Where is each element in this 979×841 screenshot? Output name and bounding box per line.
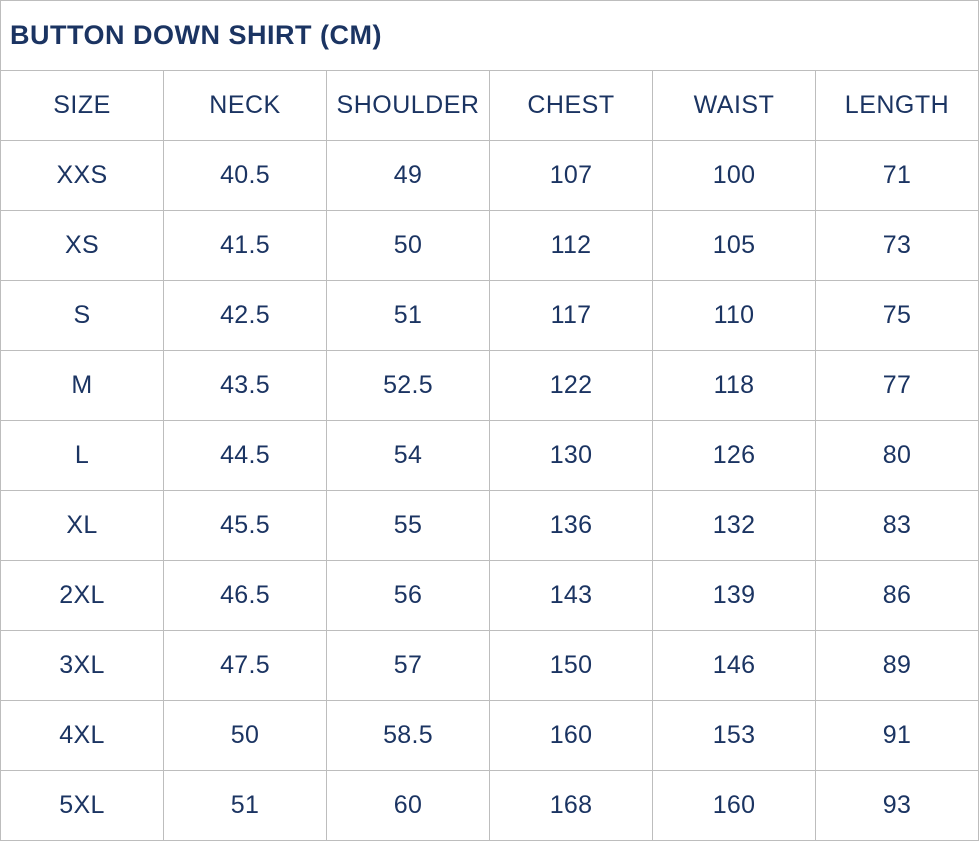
table-cell: 55 xyxy=(326,490,490,561)
column-header-neck: NECK xyxy=(163,70,327,141)
table-cell: 136 xyxy=(489,490,653,561)
table-cell: 50 xyxy=(163,700,327,771)
table-cell: 56 xyxy=(326,560,490,631)
table-row: L 44.5 54 130 126 80 xyxy=(0,420,979,491)
table-cell: 71 xyxy=(815,140,979,211)
table-row: XL 45.5 55 136 132 83 xyxy=(0,490,979,561)
row-label: 5XL xyxy=(0,770,164,841)
table-cell: 83 xyxy=(815,490,979,561)
row-label: XXS xyxy=(0,140,164,211)
table-cell: 118 xyxy=(652,350,816,421)
table-cell: 160 xyxy=(489,700,653,771)
table-cell: 45.5 xyxy=(163,490,327,561)
table-cell: 44.5 xyxy=(163,420,327,491)
table-cell: 168 xyxy=(489,770,653,841)
table-cell: 150 xyxy=(489,630,653,701)
table-cell: 50 xyxy=(326,210,490,281)
chart-title: BUTTON DOWN SHIRT (CM) xyxy=(10,20,382,50)
row-label: 4XL xyxy=(0,700,164,771)
table-cell: 73 xyxy=(815,210,979,281)
table-cell: 77 xyxy=(815,350,979,421)
column-header-chest: CHEST xyxy=(489,70,653,141)
table-cell: 107 xyxy=(489,140,653,211)
column-header-length: LENGTH xyxy=(815,70,979,141)
table-cell: 43.5 xyxy=(163,350,327,421)
header-row: SIZE NECK SHOULDER CHEST WAIST LENGTH xyxy=(0,70,979,141)
table-row: XS 41.5 50 112 105 73 xyxy=(0,210,979,281)
table-cell: 52.5 xyxy=(326,350,490,421)
row-label: 2XL xyxy=(0,560,164,631)
table-cell: 80 xyxy=(815,420,979,491)
table-row: 4XL 50 58.5 160 153 91 xyxy=(0,700,979,771)
table-cell: 160 xyxy=(652,770,816,841)
table-row: XXS 40.5 49 107 100 71 xyxy=(0,140,979,211)
size-table: SIZE NECK SHOULDER CHEST WAIST LENGTH XXS 40.5… xyxy=(0,70,979,841)
table-cell: 51 xyxy=(326,280,490,351)
table-cell: 146 xyxy=(652,630,816,701)
table-cell: 93 xyxy=(815,770,979,841)
table-cell: 112 xyxy=(489,210,653,281)
table-row: 3XL 47.5 57 150 146 89 xyxy=(0,630,979,701)
table-row: M 43.5 52.5 122 118 77 xyxy=(0,350,979,421)
table-row: 2XL 46.5 56 143 139 86 xyxy=(0,560,979,631)
table-cell: 105 xyxy=(652,210,816,281)
size-table-body: XXS 40.5 49 107 100 71 XS 41.5 50 112 105 73 S 42.5 51… xyxy=(0,140,979,841)
chart-title-bar: BUTTON DOWN SHIRT (CM) xyxy=(0,0,979,70)
table-cell: 75 xyxy=(815,280,979,351)
column-header-size: SIZE xyxy=(0,70,164,141)
table-cell: 54 xyxy=(326,420,490,491)
table-cell: 100 xyxy=(652,140,816,211)
table-row: 5XL 51 60 168 160 93 xyxy=(0,770,979,841)
table-cell: 57 xyxy=(326,630,490,701)
table-cell: 139 xyxy=(652,560,816,631)
row-label: 3XL xyxy=(0,630,164,701)
row-label: XS xyxy=(0,210,164,281)
row-label: S xyxy=(0,280,164,351)
size-table-header: SIZE NECK SHOULDER CHEST WAIST LENGTH xyxy=(0,70,979,141)
row-label: XL xyxy=(0,490,164,561)
table-cell: 122 xyxy=(489,350,653,421)
table-cell: 153 xyxy=(652,700,816,771)
table-cell: 40.5 xyxy=(163,140,327,211)
table-cell: 143 xyxy=(489,560,653,631)
table-cell: 130 xyxy=(489,420,653,491)
column-header-shoulder: SHOULDER xyxy=(326,70,490,141)
row-label: L xyxy=(0,420,164,491)
table-cell: 126 xyxy=(652,420,816,491)
row-label: M xyxy=(0,350,164,421)
table-row: S 42.5 51 117 110 75 xyxy=(0,280,979,351)
table-cell: 41.5 xyxy=(163,210,327,281)
table-cell: 49 xyxy=(326,140,490,211)
table-cell: 132 xyxy=(652,490,816,561)
table-cell: 58.5 xyxy=(326,700,490,771)
table-cell: 86 xyxy=(815,560,979,631)
column-header-waist: WAIST xyxy=(652,70,816,141)
table-cell: 46.5 xyxy=(163,560,327,631)
table-cell: 60 xyxy=(326,770,490,841)
table-cell: 89 xyxy=(815,630,979,701)
table-cell: 51 xyxy=(163,770,327,841)
table-cell: 47.5 xyxy=(163,630,327,701)
table-cell: 91 xyxy=(815,700,979,771)
table-cell: 117 xyxy=(489,280,653,351)
table-cell: 110 xyxy=(652,280,816,351)
table-cell: 42.5 xyxy=(163,280,327,351)
